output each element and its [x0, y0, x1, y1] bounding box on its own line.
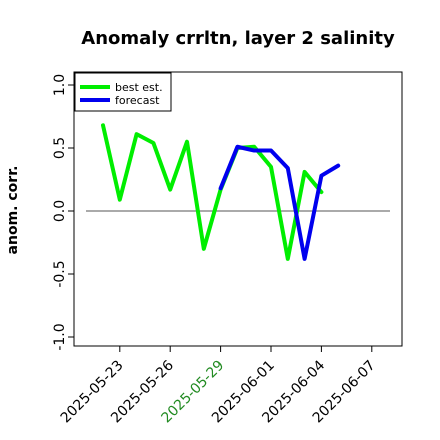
chart-title: Anomaly crrltn, layer 2 salinity	[81, 28, 395, 49]
y-tick-label: 1.0	[52, 74, 68, 96]
y-tick-label: -1.0	[52, 323, 68, 350]
legend: best est.forecast	[74, 72, 172, 112]
legend-label: best est.	[115, 81, 163, 94]
legend-box	[74, 72, 172, 112]
legend-label: forecast	[115, 94, 160, 107]
y-axis-label: anom. corr.	[5, 166, 21, 255]
series-line-1	[218, 144, 341, 261]
y-tick-label: 0.5	[52, 137, 68, 159]
series-layer	[101, 123, 341, 261]
y-tick-label: 0.0	[52, 200, 68, 222]
series-line-0	[101, 123, 324, 261]
plot-area	[73, 71, 403, 347]
y-tick-label: -0.5	[52, 260, 68, 287]
